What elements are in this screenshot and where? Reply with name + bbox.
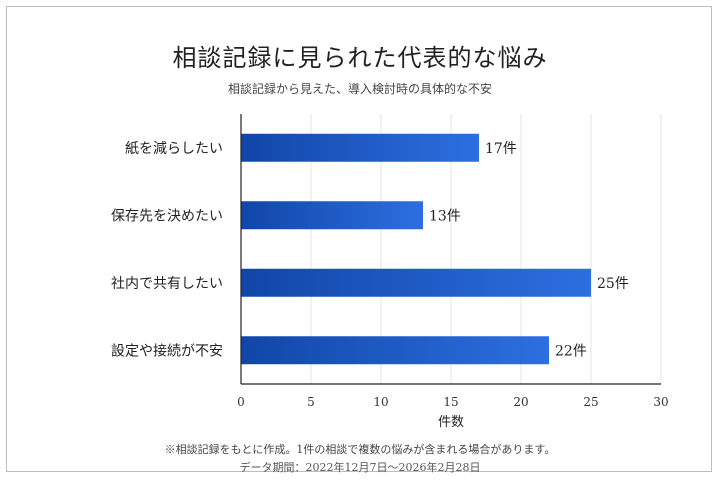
- chart-title: 相談記録に見られた代表的な悩み: [172, 44, 548, 72]
- x-tick-label-10: 10: [373, 395, 388, 409]
- category-label-0: 紙を減らしたい: [125, 140, 223, 157]
- data-period: データ期間：2022年12月7日～2026年2月28日: [239, 461, 481, 474]
- bar-2: [241, 268, 591, 297]
- category-label-3: 設定や接続が不安: [111, 342, 223, 359]
- bar-3: [241, 336, 549, 365]
- category-label-2: 社内で共有したい: [111, 276, 223, 292]
- bar-0: [241, 133, 479, 162]
- x-tick-label-0: 0: [237, 395, 245, 409]
- value-label-1: 13件: [429, 208, 461, 224]
- x-axis-title: 件数: [438, 415, 464, 430]
- value-label-0: 17件: [485, 141, 517, 157]
- value-label-2: 25件: [597, 276, 629, 292]
- x-tick-label-5: 5: [307, 395, 315, 409]
- x-tick-label-30: 30: [653, 395, 668, 409]
- x-tick-label-20: 20: [513, 395, 528, 409]
- x-tick-label-25: 25: [583, 395, 598, 409]
- category-label-1: 保存先を決めたい: [111, 208, 223, 224]
- bar-1: [241, 201, 423, 230]
- chart-subtitle: 相談記録から見えた、導入検討時の具体的な不安: [227, 82, 492, 96]
- x-tick-label-15: 15: [443, 395, 458, 409]
- chart-frame: [6, 6, 712, 472]
- value-label-3: 22件: [555, 343, 587, 359]
- footnote: ※相談記録をもとに作成。1件の相談で複数の悩みが含まれる場合があります。: [164, 443, 556, 456]
